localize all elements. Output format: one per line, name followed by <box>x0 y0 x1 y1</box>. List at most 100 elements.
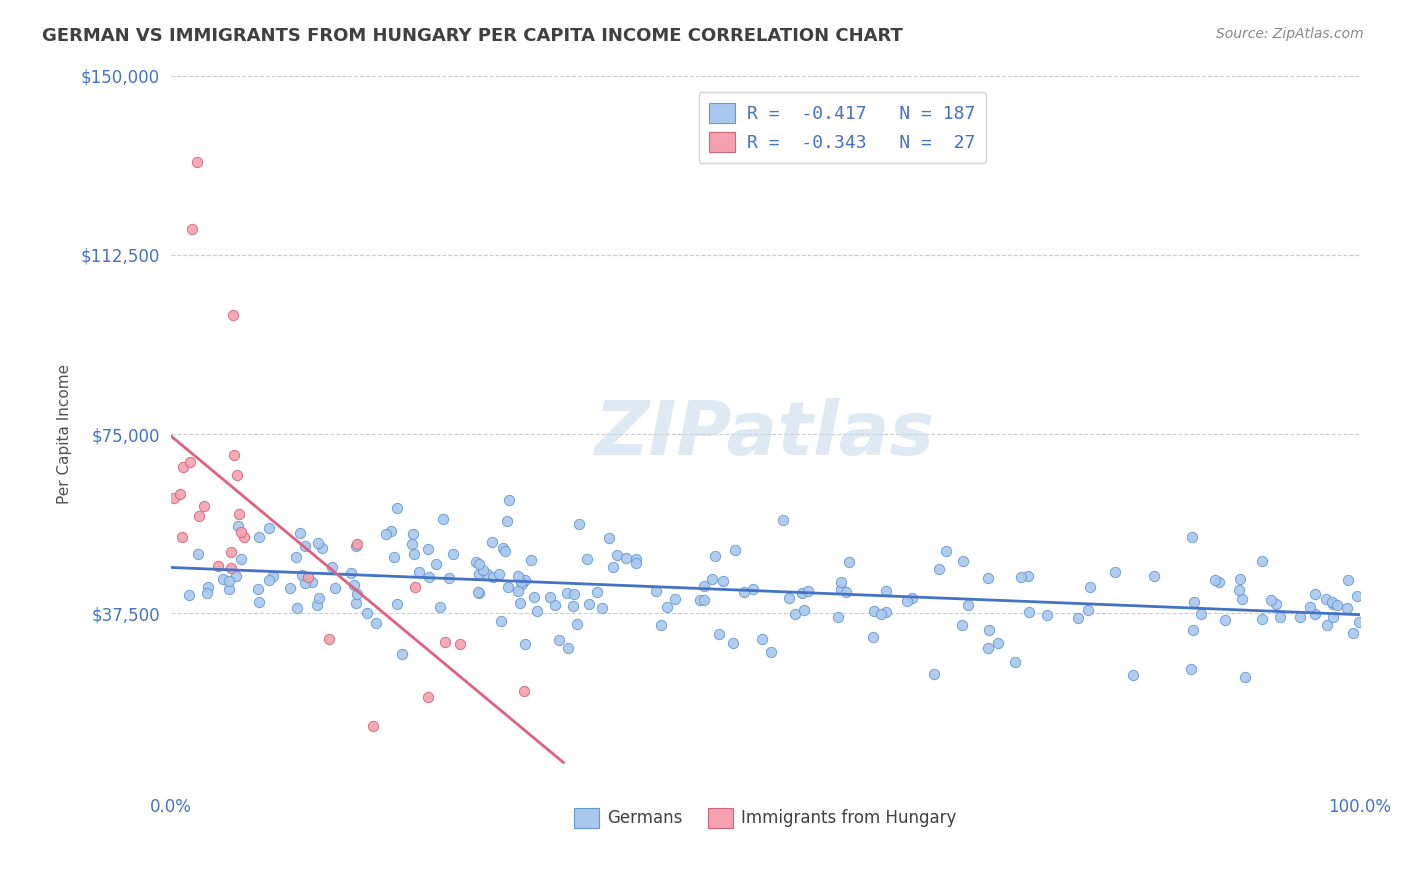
Point <box>226 467 249 482</box>
Point <box>624 556 647 570</box>
Point <box>1229 573 1251 587</box>
Point <box>363 719 385 733</box>
Point <box>262 568 284 582</box>
Point <box>418 570 440 584</box>
Point <box>657 599 679 614</box>
Point <box>509 574 531 589</box>
Point <box>1181 623 1204 637</box>
Point <box>197 580 219 594</box>
Point <box>467 585 489 599</box>
Point <box>439 571 461 585</box>
Text: ZIPatlas: ZIPatlas <box>595 398 935 471</box>
Point <box>526 604 548 618</box>
Point <box>723 543 745 558</box>
Point <box>195 585 218 599</box>
Point <box>952 554 974 568</box>
Point <box>247 594 270 608</box>
Point <box>401 536 423 550</box>
Point <box>523 591 546 605</box>
Point <box>664 591 686 606</box>
Point <box>1348 615 1371 630</box>
Point <box>1337 574 1360 588</box>
Point <box>1189 607 1212 622</box>
Point <box>187 547 209 561</box>
Point <box>1326 599 1348 613</box>
Y-axis label: Per Capita Income: Per Capita Income <box>58 364 72 504</box>
Point <box>645 584 668 599</box>
Point <box>704 549 727 563</box>
Point <box>792 586 814 600</box>
Point <box>285 550 308 565</box>
Point <box>1010 570 1032 584</box>
Point <box>1299 599 1322 614</box>
Point <box>229 552 252 566</box>
Point <box>1004 655 1026 669</box>
Point <box>927 562 949 576</box>
Point <box>707 627 730 641</box>
Point <box>344 540 367 554</box>
Point <box>700 572 723 586</box>
Point <box>689 593 711 607</box>
Point <box>1182 595 1205 609</box>
Point <box>793 603 815 617</box>
Point <box>449 637 471 651</box>
Point <box>498 493 520 508</box>
Point <box>222 308 245 322</box>
Point <box>693 579 716 593</box>
Point <box>495 515 517 529</box>
Point <box>170 530 193 544</box>
Point <box>228 508 250 522</box>
Point <box>468 567 491 582</box>
Point <box>494 544 516 558</box>
Point <box>441 547 464 561</box>
Point <box>257 574 280 588</box>
Point <box>391 647 413 661</box>
Point <box>1208 575 1230 590</box>
Point <box>1251 554 1274 568</box>
Point <box>827 610 849 624</box>
Point <box>1018 605 1040 619</box>
Point <box>1180 662 1202 676</box>
Point <box>163 491 186 505</box>
Point <box>512 576 534 591</box>
Point <box>193 499 215 513</box>
Point <box>606 548 628 562</box>
Point <box>1341 625 1364 640</box>
Point <box>346 537 368 551</box>
Point <box>578 597 600 611</box>
Point <box>343 577 366 591</box>
Point <box>875 605 897 619</box>
Point <box>247 530 270 544</box>
Point <box>783 607 806 622</box>
Point <box>624 552 647 566</box>
Point <box>1227 583 1250 598</box>
Point <box>935 543 957 558</box>
Point <box>761 645 783 659</box>
Point <box>751 632 773 646</box>
Point <box>294 539 316 553</box>
Point <box>1077 603 1099 617</box>
Point <box>218 582 240 596</box>
Point <box>323 581 346 595</box>
Point <box>862 630 884 644</box>
Point <box>416 690 439 704</box>
Point <box>294 575 316 590</box>
Point <box>591 600 613 615</box>
Point <box>733 585 755 599</box>
Point <box>356 606 378 620</box>
Point <box>1142 569 1164 583</box>
Point <box>835 584 858 599</box>
Point <box>207 559 229 574</box>
Point <box>538 591 561 605</box>
Point <box>1122 667 1144 681</box>
Point <box>1303 607 1326 621</box>
Point <box>614 551 637 566</box>
Point <box>977 624 1000 638</box>
Point <box>1204 573 1226 587</box>
Point <box>468 586 491 600</box>
Point <box>387 597 409 611</box>
Point <box>711 574 734 588</box>
Point <box>1322 597 1344 611</box>
Point <box>408 565 430 579</box>
Point <box>602 560 624 574</box>
